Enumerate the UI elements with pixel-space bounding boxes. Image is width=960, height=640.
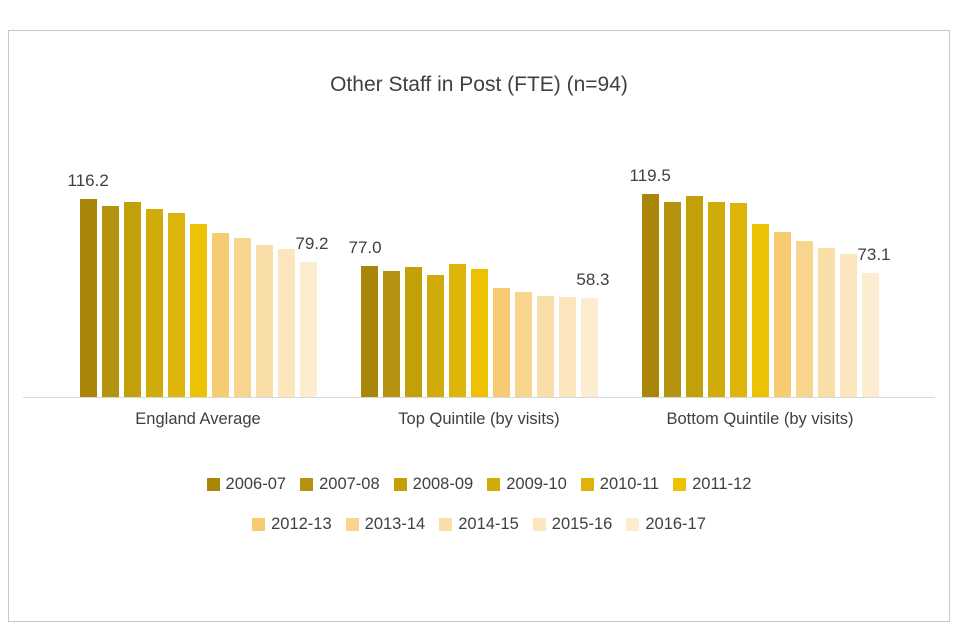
bar-2014-15 — [817, 248, 835, 397]
legend-swatch — [532, 518, 546, 531]
data-label-last: 58.3 — [576, 270, 610, 289]
bar-2016-17 — [299, 262, 317, 397]
bar-2010-11 — [167, 213, 185, 397]
legend-label: 2008-09 — [412, 475, 474, 493]
legend-item-2009-10: 2009-10 — [487, 475, 567, 494]
category-labels: England Average Top Quintile (by visits) B… — [23, 410, 935, 429]
bar-2012-13 — [211, 233, 229, 397]
bar-2015-16 — [839, 254, 857, 397]
plot-area: 116.2 79.2 77.0 58.3 119.5 73.1 England Avera… — [9, 157, 949, 429]
legend-label: 2006-07 — [225, 475, 287, 493]
bar-2010-11 — [729, 203, 747, 397]
legend-swatch — [393, 478, 407, 491]
bar-2012-13 — [773, 232, 791, 397]
bar-2014-15 — [536, 296, 554, 397]
legend-label: 2009-10 — [506, 475, 567, 493]
legend-swatch — [626, 518, 640, 531]
legend-swatch — [300, 478, 314, 491]
legend-label: 2012-13 — [271, 515, 332, 533]
bar-2012-13 — [492, 288, 510, 397]
bar-2013-14 — [795, 241, 813, 397]
bar-group-2: 77.0 58.3 — [349, 238, 610, 397]
bar-2016-17 — [580, 298, 598, 397]
legend-item-2011-12: 2011-12 — [673, 475, 751, 494]
legend-item-2015-16: 2015-16 — [532, 515, 613, 534]
legend-item-2006-07: 2006-07 — [206, 475, 287, 494]
bar-2016-17 — [861, 273, 879, 397]
data-label-first: 77.0 — [348, 238, 382, 257]
x-axis-line — [23, 397, 935, 398]
legend-label: 2016-17 — [645, 515, 706, 533]
legend-swatch — [439, 518, 453, 531]
legend-row-2: 2012-13 2013-14 2014-15 2015-16 2016-17 — [252, 515, 706, 534]
legend-item-2008-09: 2008-09 — [393, 475, 474, 494]
chart-title: Other Staff in Post (FTE) (n=94) — [330, 73, 628, 96]
bar-2006-07 — [79, 199, 97, 397]
legend-label: 2013-14 — [364, 515, 426, 533]
legend-row-1: 2006-07 2007-08 2008-09 2009-10 2010-11 2011-… — [206, 475, 751, 494]
data-label-last: 73.1 — [857, 245, 891, 264]
legend-label: 2007-08 — [319, 475, 380, 493]
legend-label: 2014-15 — [458, 515, 519, 533]
bar-2008-09 — [123, 202, 141, 397]
bar-2006-07 — [641, 194, 659, 397]
legend-item-2010-11: 2010-11 — [580, 475, 660, 494]
chart-frame: Other Staff in Post (FTE) (n=94) 116.2 79… — [8, 30, 950, 622]
category-label: Bottom Quintile (by visits) — [666, 410, 854, 428]
legend-swatch — [487, 478, 501, 491]
legend-item-2016-17: 2016-17 — [626, 515, 706, 534]
bar-groups: 116.2 79.2 77.0 58.3 119.5 73.1 — [23, 157, 935, 397]
bar-2007-08 — [663, 202, 681, 397]
bar-2007-08 — [101, 206, 119, 397]
bar-2015-16 — [558, 297, 576, 397]
bar-2009-10 — [145, 209, 163, 397]
legend-swatch — [252, 518, 266, 531]
data-label-last: 79.2 — [295, 234, 329, 253]
bar-2013-14 — [514, 292, 532, 397]
bar-2008-09 — [404, 267, 422, 397]
legend-swatch — [673, 478, 687, 491]
bar-2011-12 — [189, 224, 207, 397]
bar-2015-16 — [277, 249, 295, 397]
bar-2009-10 — [426, 275, 444, 397]
category-label: Top Quintile (by visits) — [398, 410, 560, 428]
bar-2010-11 — [448, 264, 466, 397]
bar-2006-07 — [360, 266, 378, 397]
bar-2008-09 — [685, 196, 703, 397]
bar-group-1: 116.2 79.2 — [68, 171, 329, 397]
bar-2009-10 — [707, 202, 725, 397]
legend-label: 2011-12 — [692, 475, 752, 493]
data-label-first: 119.5 — [629, 166, 671, 185]
legend-label: 2010-11 — [599, 475, 660, 493]
bar-2007-08 — [382, 271, 400, 397]
legend-swatch — [580, 478, 594, 491]
legend-item-2014-15: 2014-15 — [439, 515, 519, 534]
legend-item-2013-14: 2013-14 — [345, 515, 426, 534]
legend-swatch — [206, 478, 220, 491]
bar-2014-15 — [255, 245, 273, 397]
bar-group-3: 119.5 73.1 — [630, 166, 891, 397]
bar-2011-12 — [751, 224, 769, 397]
legend-swatch — [345, 518, 359, 531]
legend-label: 2015-16 — [551, 515, 613, 533]
legend-item-2012-13: 2012-13 — [252, 515, 332, 534]
bar-2011-12 — [470, 269, 488, 397]
bar-2013-14 — [233, 238, 251, 397]
legend-item-2007-08: 2007-08 — [300, 475, 380, 494]
legend: 2006-07 2007-08 2008-09 2009-10 2010-11 2011-… — [9, 475, 949, 534]
category-label: England Average — [135, 410, 261, 428]
data-label-first: 116.2 — [67, 171, 109, 190]
